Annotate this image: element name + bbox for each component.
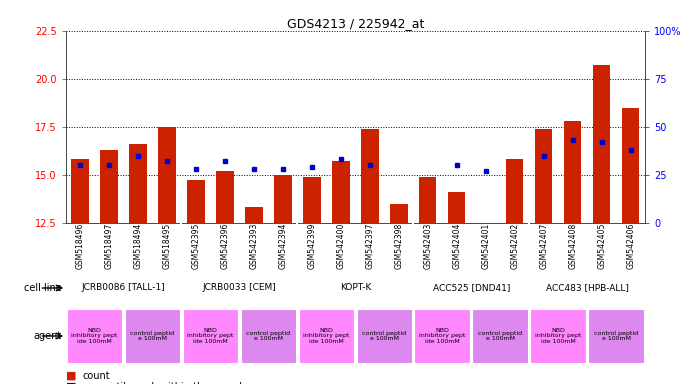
Bar (477, 223, 495, 228)
Bar (390, 204, 408, 223)
Text: GSM542398: GSM542398 (394, 223, 404, 269)
Text: control peptid
e 100mM: control peptid e 100mM (478, 331, 522, 341)
Text: GSM542404: GSM542404 (452, 223, 462, 269)
Text: GSM542405: GSM542405 (597, 223, 607, 269)
Text: agent: agent (34, 331, 62, 341)
Bar (415, 309, 470, 363)
Bar (71, 159, 89, 223)
Text: GSM542400: GSM542400 (336, 223, 346, 269)
Text: control peptid
e 100mM: control peptid e 100mM (130, 331, 175, 341)
Text: ACC483 [HPB-ALL]: ACC483 [HPB-ALL] (546, 283, 629, 293)
Text: GSM518497: GSM518497 (104, 223, 114, 269)
Bar (473, 309, 528, 363)
Text: GSM542407: GSM542407 (539, 223, 549, 269)
Text: count: count (83, 371, 110, 381)
Bar (506, 159, 524, 223)
Bar (299, 309, 354, 363)
Text: control peptid
e 100mM: control peptid e 100mM (362, 331, 406, 341)
Bar (129, 144, 147, 223)
Text: NBD
inhibitory pept
ide 100mM: NBD inhibitory pept ide 100mM (303, 328, 350, 344)
Text: GSM542395: GSM542395 (191, 223, 201, 269)
Text: ACC525 [DND41]: ACC525 [DND41] (433, 283, 510, 293)
Text: JCRB0086 [TALL-1]: JCRB0086 [TALL-1] (81, 283, 166, 293)
Bar (448, 192, 466, 223)
Bar (274, 175, 292, 223)
Bar (245, 207, 263, 223)
Bar (531, 309, 586, 363)
Bar (332, 161, 350, 223)
Bar (357, 309, 412, 363)
Text: ■: ■ (66, 382, 76, 384)
Text: GSM518496: GSM518496 (75, 223, 85, 269)
Title: GDS4213 / 225942_at: GDS4213 / 225942_at (286, 17, 424, 30)
Text: JCRB0033 [CEM]: JCRB0033 [CEM] (203, 283, 276, 293)
Text: NBD
inhibitory pept
ide 100mM: NBD inhibitory pept ide 100mM (419, 328, 466, 344)
Text: percentile rank within the sample: percentile rank within the sample (83, 382, 248, 384)
Text: GSM542399: GSM542399 (307, 223, 317, 269)
Bar (535, 129, 553, 223)
Text: KOPT-K: KOPT-K (339, 283, 371, 293)
Text: GSM542394: GSM542394 (278, 223, 288, 269)
Text: control peptid
e 100mM: control peptid e 100mM (594, 331, 638, 341)
Bar (589, 309, 644, 363)
Text: GSM542408: GSM542408 (568, 223, 578, 269)
Text: GSM542406: GSM542406 (626, 223, 635, 269)
Text: NBD
inhibitory pept
ide 100mM: NBD inhibitory pept ide 100mM (187, 328, 234, 344)
Text: cell line: cell line (24, 283, 62, 293)
Text: GSM518494: GSM518494 (133, 223, 143, 269)
Bar (67, 309, 122, 363)
Text: GSM542403: GSM542403 (423, 223, 433, 269)
Text: GSM542402: GSM542402 (510, 223, 520, 269)
Text: GSM542401: GSM542401 (481, 223, 491, 269)
Text: ■: ■ (66, 371, 76, 381)
Bar (593, 65, 611, 223)
Bar (241, 309, 296, 363)
Text: GSM542393: GSM542393 (249, 223, 259, 269)
Text: GSM542397: GSM542397 (365, 223, 375, 269)
Bar (187, 180, 205, 223)
Text: GSM518495: GSM518495 (162, 223, 172, 269)
Bar (183, 309, 238, 363)
Text: control peptid
e 100mM: control peptid e 100mM (246, 331, 290, 341)
Bar (419, 177, 437, 223)
Text: NBD
inhibitory pept
ide 100mM: NBD inhibitory pept ide 100mM (71, 328, 118, 344)
Bar (125, 309, 180, 363)
Bar (158, 127, 176, 223)
Text: GSM542396: GSM542396 (220, 223, 230, 269)
Bar (361, 129, 379, 223)
Bar (303, 177, 321, 223)
Bar (100, 150, 118, 223)
Bar (216, 171, 234, 223)
Bar (564, 121, 582, 223)
Text: NBD
inhibitory pept
ide 100mM: NBD inhibitory pept ide 100mM (535, 328, 582, 344)
Bar (622, 108, 640, 223)
